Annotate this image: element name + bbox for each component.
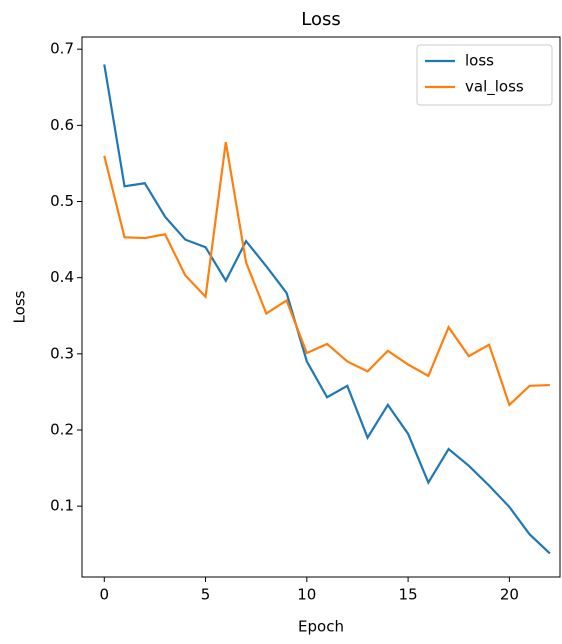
legend-label: loss — [465, 52, 494, 70]
x-tick-label: 15 — [399, 586, 418, 604]
legend-label: val_loss — [465, 78, 524, 97]
y-tick-label: 0.7 — [50, 40, 74, 58]
x-tick-label: 5 — [201, 586, 211, 604]
chart-title: Loss — [301, 9, 340, 30]
plot-frame — [81, 36, 561, 578]
line-series — [103, 64, 551, 555]
y-axis-label: Loss — [11, 290, 29, 323]
y-tick-label: 0.5 — [50, 192, 74, 210]
y-tick-label: 0.2 — [50, 421, 74, 439]
y-tick-label: 0.4 — [50, 268, 74, 286]
x-tick-label: 20 — [500, 586, 519, 604]
y-tick-label: 0.3 — [50, 344, 74, 362]
x-tick-label: 0 — [100, 586, 110, 604]
line-series — [103, 141, 550, 407]
y-tick-label: 0.1 — [50, 497, 74, 515]
x-tick-label: 10 — [297, 586, 316, 604]
x-axis-label: Epoch — [298, 618, 344, 636]
y-tick-label: 0.6 — [50, 116, 74, 134]
